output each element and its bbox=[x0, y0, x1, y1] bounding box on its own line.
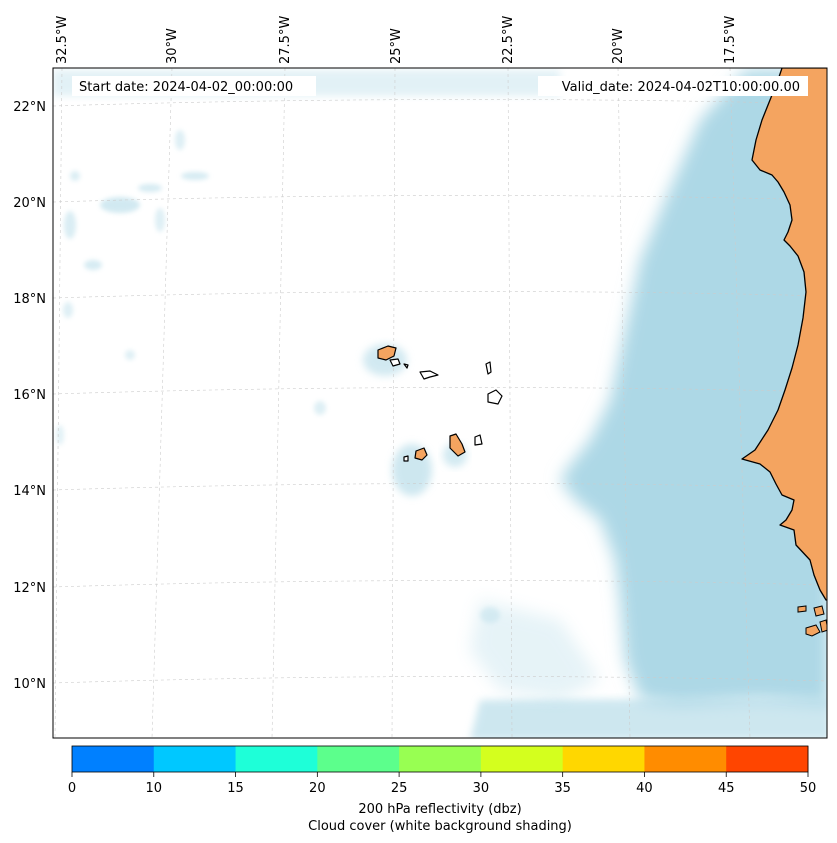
graticule bbox=[53, 68, 827, 738]
cloud-patch-west-1 bbox=[100, 197, 140, 213]
cloud-patch-west-4 bbox=[138, 184, 162, 192]
parallel-10n bbox=[53, 676, 827, 684]
island-boa-vista bbox=[487, 389, 503, 405]
colorbar-tick-label: 20 bbox=[309, 781, 326, 796]
lon-label: 32.5°W bbox=[55, 16, 70, 64]
colorbar-tick-label: 10 bbox=[146, 781, 163, 796]
lat-label: 16°N bbox=[13, 388, 46, 403]
cloud-patch-west-12 bbox=[56, 425, 64, 445]
longitude-labels: 32.5°W 30°W 27.5°W 25°W 22.5°W 20°W 17.5… bbox=[55, 16, 738, 64]
colorbar-swatch bbox=[562, 746, 645, 772]
lon-label: 17.5°W bbox=[723, 16, 738, 64]
lat-label: 10°N bbox=[13, 677, 46, 692]
colorbar-swatch bbox=[235, 746, 318, 772]
cloud-patch-west-3 bbox=[181, 172, 209, 180]
meridian-30w bbox=[151, 68, 173, 738]
cloud-patch-mid-1 bbox=[480, 607, 500, 623]
colorbar-tick-label: 40 bbox=[636, 781, 653, 796]
valid-date-box bbox=[538, 76, 808, 96]
colorbar-tick-label: 0 bbox=[68, 781, 76, 796]
colorbar-swatch bbox=[317, 746, 400, 772]
africa-coastline bbox=[741, 68, 827, 601]
parallel-20n bbox=[53, 195, 827, 203]
cloud-patch-west-6 bbox=[64, 211, 76, 239]
cloud-band-east bbox=[560, 70, 827, 705]
colorbar-swatch bbox=[72, 746, 155, 772]
colorbar-swatch bbox=[399, 746, 482, 772]
island-sao-nicolau bbox=[419, 370, 439, 380]
meridian-22-5w bbox=[507, 68, 513, 738]
cloud-south-strip bbox=[470, 698, 827, 738]
lat-label: 14°N bbox=[13, 484, 46, 499]
colorbar-label-line2: Cloud cover (white background shading) bbox=[308, 819, 572, 834]
start-date-label: Start date: 2024-04-02_00:00:00 bbox=[79, 80, 293, 95]
colorbar-tick-label: 50 bbox=[800, 781, 817, 796]
lat-label: 22°N bbox=[13, 100, 46, 115]
lat-label: 12°N bbox=[13, 581, 46, 596]
cloud-patch-west-11 bbox=[125, 350, 135, 360]
cape-verde-islands bbox=[377, 345, 503, 462]
colorbar-swatch bbox=[644, 746, 727, 772]
valid-date-label: Valid_date: 2024-04-02T10:00:00.00 bbox=[562, 80, 800, 95]
island-santa-luzia bbox=[403, 363, 409, 369]
coastal-islet-2 bbox=[805, 624, 821, 637]
lat-label: 20°N bbox=[13, 196, 46, 211]
cloud-patch-west-8 bbox=[175, 130, 185, 150]
island-sal bbox=[485, 361, 492, 375]
cloud-patch-west-5 bbox=[70, 171, 80, 181]
parallel-16n bbox=[53, 387, 827, 395]
lat-label: 18°N bbox=[13, 292, 46, 307]
colorbar-tick-label: 30 bbox=[473, 781, 490, 796]
island-brava bbox=[403, 455, 409, 462]
cloud-patch-west-9 bbox=[63, 302, 73, 318]
coastal-islet-3 bbox=[819, 619, 827, 633]
meridian-20w bbox=[617, 68, 631, 738]
colorbar-label-line1: 200 hPa reflectivity (dbz) bbox=[358, 802, 521, 817]
cloud-patch-west-2 bbox=[84, 260, 102, 270]
cloud-patch-west-10 bbox=[314, 401, 326, 415]
start-date-box bbox=[72, 76, 316, 96]
island-sao-vicente bbox=[389, 358, 401, 367]
colorbar-frame bbox=[71, 745, 809, 773]
map-panel bbox=[53, 68, 827, 738]
colorbar-tick-label: 45 bbox=[718, 781, 735, 796]
cloud-patch-west-7 bbox=[155, 208, 165, 232]
parallel-14n bbox=[53, 483, 827, 491]
lon-label: 27.5°W bbox=[278, 16, 293, 64]
coastal-islet-1 bbox=[813, 605, 825, 617]
lon-label: 22.5°W bbox=[501, 16, 516, 64]
latitude-labels: 22°N 20°N 18°N 16°N 14°N 12°N 10°N bbox=[13, 100, 46, 692]
colorbar-swatch bbox=[153, 746, 237, 772]
parallel-22n bbox=[53, 99, 827, 107]
meridian-32-5w bbox=[54, 68, 63, 738]
cloud-south-fringe bbox=[470, 600, 600, 700]
parallel-18n bbox=[53, 291, 827, 299]
colorbar-swatch bbox=[480, 746, 564, 772]
colorbar-swatch bbox=[726, 746, 809, 772]
island-santo-antao bbox=[377, 345, 397, 361]
island-maio bbox=[474, 434, 483, 446]
colorbar-tick-label: 15 bbox=[227, 781, 244, 796]
coastal-islet-4 bbox=[797, 605, 807, 613]
colorbar-ticks: 0 10 15 20 25 30 35 40 45 50 bbox=[68, 772, 816, 796]
colorbar: 0 10 15 20 25 30 35 40 45 50 200 hPa reflectivity… bbox=[68, 745, 816, 834]
colorbar-tick-label: 35 bbox=[554, 781, 571, 796]
header-annotations: Start date: 2024-04-02_00:00:00 Valid_da… bbox=[72, 76, 808, 96]
map-frame bbox=[52, 67, 828, 739]
lon-label: 20°W bbox=[611, 28, 626, 64]
island-fogo bbox=[414, 447, 428, 461]
colorbar-tick-label: 25 bbox=[391, 781, 408, 796]
island-santiago bbox=[449, 433, 466, 457]
parallel-12n bbox=[53, 580, 827, 588]
colorbar-swatches bbox=[72, 746, 809, 772]
meridian-25w bbox=[391, 68, 396, 738]
lon-label: 30°W bbox=[165, 28, 180, 64]
meridian-27-5w bbox=[271, 68, 286, 738]
meridian-17-5w bbox=[729, 68, 751, 738]
lon-label: 25°W bbox=[389, 28, 404, 64]
